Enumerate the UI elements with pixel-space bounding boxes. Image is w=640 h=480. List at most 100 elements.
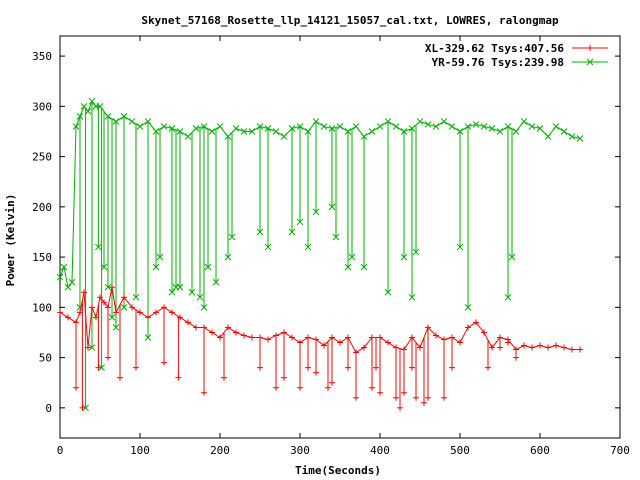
dip-point [456,243,464,251]
legend-sample-marker [587,45,593,51]
data-point [504,123,512,130]
dip-point [144,334,152,341]
data-point [233,329,239,336]
data-point [465,324,471,331]
data-point [153,309,159,316]
data-point [217,334,223,341]
dip-point [201,389,207,396]
data-point [480,123,488,130]
dip-point [421,399,427,406]
x-tick-label: 200 [210,444,230,457]
data-point [409,334,415,341]
data-point [161,304,167,311]
data-point [553,342,559,349]
legend-sample-marker [586,58,594,66]
data-point [304,128,312,135]
dip-point [288,228,296,236]
dip-point [79,404,86,411]
data-point [112,118,120,125]
dip-point [393,394,399,401]
dip-point [117,374,123,381]
data-point [160,123,168,130]
dip-point [504,293,512,301]
dip-point [95,364,102,371]
data-point [529,344,535,351]
dip-point [360,263,368,271]
data-point [273,332,279,339]
x-tick-label: 400 [370,444,390,457]
data-point [376,123,384,130]
data-point [121,294,127,301]
data-point [248,128,256,135]
dip-point [344,263,352,271]
data-point [105,304,111,311]
y-tick-label: 0 [45,402,52,415]
dip-point [312,208,320,216]
dip-point [200,303,208,311]
y-ticks: 0 50 100 150 200 250 300 350 [32,50,620,415]
data-point [417,344,423,351]
y-tick-label: 350 [32,50,52,63]
data-point [288,125,296,132]
data-point [505,336,511,343]
data-point [249,334,255,341]
data-point [368,128,376,135]
data-point [96,102,104,110]
data-point [360,133,368,140]
dip-point [348,253,356,261]
data-point [89,304,95,311]
dip-point [273,384,279,391]
data-point [448,123,456,130]
series-yr [56,97,584,412]
data-point [176,128,184,135]
dip-point [313,369,319,376]
data-point [296,123,304,130]
data-point [272,128,280,135]
data-point [177,314,183,321]
dip-point [369,384,375,391]
dip-point [82,404,89,412]
dip-point [95,243,102,251]
dip-point [88,344,96,351]
dip-point [485,364,491,371]
data-point [352,123,360,130]
data-point [441,336,447,343]
dip-point [156,253,164,261]
data-point [264,125,272,132]
dip-point [508,253,516,261]
data-point [93,314,99,321]
data-point [85,344,91,351]
data-point [64,283,72,291]
data-point [393,344,399,351]
data-point [232,125,240,132]
y-tick-label: 150 [32,251,52,264]
data-point [88,97,96,105]
data-point [457,339,463,346]
data-point [65,314,71,321]
data-point [76,113,84,120]
dip-point [176,283,184,291]
dip-point [296,218,304,226]
x-tick-label: 500 [450,444,470,457]
data-point [320,123,328,130]
data-point [289,334,295,341]
data-point [104,113,112,120]
data-point [168,125,176,132]
data-point [312,118,320,125]
dip-point [329,379,335,386]
x-axis-label: Time(Seconds) [295,464,381,477]
data-point [385,339,391,346]
dip-point [152,263,160,271]
dip-point [168,288,176,296]
x-tick-label: 300 [290,444,310,457]
legend-label-xl: XL-329.62 Tsys:407.56 [425,42,564,55]
axes [59,35,621,439]
data-point [57,309,63,316]
y-tick-label: 100 [32,301,52,314]
data-point [488,125,496,132]
dip-point [100,263,108,271]
data-point [392,123,400,130]
data-point [569,346,575,353]
